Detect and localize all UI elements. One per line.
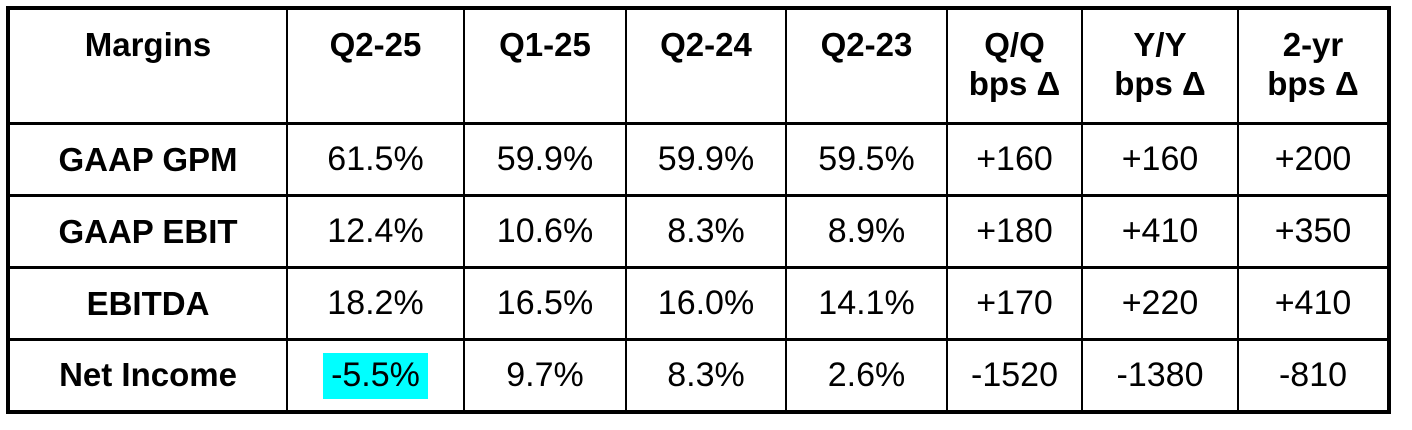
col-header-yy-bps-delta: Y/Y bps Δ bbox=[1081, 6, 1239, 125]
col-header-qq-bps-delta: Q/Q bps Δ bbox=[946, 6, 1083, 125]
table-cell: +180 bbox=[946, 194, 1083, 269]
row-label: GAAP EBIT bbox=[7, 194, 288, 269]
table-cell: 61.5% bbox=[286, 122, 465, 197]
col-header-line2: bps Δ bbox=[968, 65, 1061, 102]
table-cell: 16.0% bbox=[625, 266, 787, 341]
table-cell: 2.6% bbox=[785, 338, 948, 413]
table-cell: 9.7% bbox=[463, 338, 627, 413]
row-label: EBITDA bbox=[7, 266, 288, 341]
table-row-gaap-gpm: GAAP GPM 61.5% 59.9% 59.9% 59.5% +160 +1… bbox=[7, 122, 1390, 197]
col-header-q2-24: Q2-24 bbox=[625, 6, 787, 125]
table-cell: -1380 bbox=[1081, 338, 1239, 413]
table-cell: 59.9% bbox=[625, 122, 787, 197]
table-cell: +200 bbox=[1237, 122, 1390, 197]
table-cell: 14.1% bbox=[785, 266, 948, 341]
col-header-line1: Q/Q bbox=[984, 26, 1045, 63]
table-row-ebitda: EBITDA 18.2% 16.5% 16.0% 14.1% +170 +220… bbox=[7, 266, 1390, 341]
table-cell: 8.3% bbox=[625, 338, 787, 413]
table-cell: 18.2% bbox=[286, 266, 465, 341]
row-label: GAAP GPM bbox=[7, 122, 288, 197]
table-cell: +170 bbox=[946, 266, 1083, 341]
table-cell: +410 bbox=[1237, 266, 1390, 341]
col-header-line1: Q1-25 bbox=[499, 26, 591, 63]
margins-table: Margins Q2-25 Q1-25 Q2-24 Q2-23 Q/Q b bbox=[6, 6, 1391, 414]
col-header-line1: Y/Y bbox=[1133, 26, 1187, 63]
col-header-q1-25: Q1-25 bbox=[463, 6, 627, 125]
col-header-line1: Margins bbox=[84, 26, 212, 63]
col-header-q2-23: Q2-23 bbox=[785, 6, 948, 125]
table-cell: 12.4% bbox=[286, 194, 465, 269]
table-cell: +160 bbox=[946, 122, 1083, 197]
col-header-line2: bps Δ bbox=[1114, 65, 1206, 102]
col-header-line1: Q2-25 bbox=[329, 26, 422, 63]
table-cell: +160 bbox=[1081, 122, 1239, 197]
table-cell: -1520 bbox=[946, 338, 1083, 413]
col-header-line1: Q2-23 bbox=[820, 26, 913, 63]
col-header-line2: bps Δ bbox=[1267, 65, 1359, 102]
table-cell: +350 bbox=[1237, 194, 1390, 269]
col-header-line1: Q2-24 bbox=[660, 26, 752, 63]
col-header-line1: 2-yr bbox=[1282, 26, 1344, 63]
table-cell: 8.9% bbox=[785, 194, 948, 269]
table-cell: -810 bbox=[1237, 338, 1390, 413]
col-header-margins: Margins bbox=[7, 6, 288, 125]
table-cell: -5.5% bbox=[286, 338, 465, 413]
table-cell: 16.5% bbox=[463, 266, 627, 341]
table-cell: 8.3% bbox=[625, 194, 787, 269]
table-cell: +410 bbox=[1081, 194, 1239, 269]
table-cell: 59.5% bbox=[785, 122, 948, 197]
table-cell: +220 bbox=[1081, 266, 1239, 341]
table-row-net-income: Net Income -5.5% 9.7% 8.3% 2.6% -1520 -1… bbox=[7, 338, 1390, 413]
table-cell: 59.9% bbox=[463, 122, 627, 197]
highlighted-value: -5.5% bbox=[323, 352, 428, 399]
col-header-q2-25: Q2-25 bbox=[286, 6, 465, 125]
table-cell: 10.6% bbox=[463, 194, 627, 269]
table-row-gaap-ebit: GAAP EBIT 12.4% 10.6% 8.3% 8.9% +180 +41… bbox=[7, 194, 1390, 269]
header-row: Margins Q2-25 Q1-25 Q2-24 Q2-23 Q/Q b bbox=[7, 6, 1390, 125]
row-label: Net Income bbox=[7, 338, 288, 413]
col-header-2yr-bps-delta: 2-yr bps Δ bbox=[1237, 6, 1390, 125]
